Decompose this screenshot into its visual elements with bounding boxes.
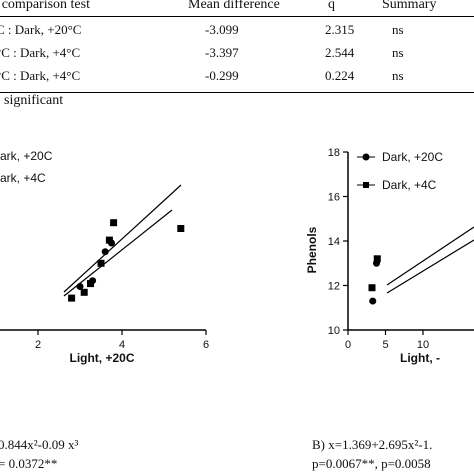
table-header-rule — [0, 16, 474, 17]
row-summary: ns — [392, 22, 404, 37]
data-point-circle — [369, 297, 377, 305]
x-tick-label: 2 — [35, 339, 41, 351]
table-header-q: q — [328, 0, 335, 12]
data-point-square — [80, 288, 88, 296]
data-point-square — [373, 255, 381, 263]
table-header-test: e comparison test — [0, 0, 90, 12]
data-point-square — [68, 294, 76, 302]
legend: ark, +20C ark, +4C — [0, 149, 53, 185]
x-axis-label: Light, +20C — [69, 351, 134, 365]
data-point-square — [368, 284, 376, 292]
comparison-table: e comparison test Mean difference q Summ… — [0, 0, 474, 110]
data-point-square — [105, 236, 113, 244]
regression-line-20c — [386, 226, 474, 286]
x-tick-label: 0 — [345, 339, 351, 351]
y-tick-label: 18 — [328, 147, 340, 159]
legend-label-4c: ark, +4C — [0, 171, 46, 185]
data-points — [68, 219, 185, 302]
x-axis-ticks: 2 4 6 — [35, 330, 209, 351]
equation-left-line1: 0.844x²-0.09 x³ — [0, 437, 79, 452]
row-q: 2.315 — [325, 22, 355, 37]
y-axis-label: Phenols — [305, 226, 319, 273]
data-point-square — [110, 219, 118, 227]
equation-left-line2: = 0.0372** — [0, 456, 58, 471]
row-mean-difference: -3.397 — [205, 45, 239, 60]
legend-label-4c: Dark, +4C — [382, 178, 437, 192]
row-summary: ns — [392, 68, 404, 83]
row-q: 0.224 — [325, 68, 355, 83]
x-tick-label: 10 — [417, 339, 429, 351]
x-axis-ticks: 0 5 10 — [345, 330, 429, 351]
y-tick-label: 14 — [328, 236, 340, 248]
table-header-summary: Summary — [382, 0, 437, 12]
data-point-circle — [101, 248, 109, 256]
legend: Dark, +20C Dark, +4C — [357, 150, 443, 192]
legend-label-20c: ark, +20C — [0, 149, 53, 163]
data-point-square — [177, 225, 185, 232]
table-footnote: significant — [4, 93, 64, 108]
equation-right-line1: B) x=1.369+2.695x²-1. — [312, 437, 433, 452]
regression-line-4c — [63, 209, 173, 297]
y-tick-label: 16 — [328, 192, 340, 204]
row-comparison: °C : Dark, +4°C — [0, 45, 81, 60]
regression-line-20c — [63, 184, 182, 293]
table-header-mean-difference: Mean difference — [188, 0, 280, 12]
y-axis-ticks: 10 12 14 16 18 — [328, 147, 348, 337]
row-q: 2.544 — [325, 45, 355, 60]
left-scatter-plot: 2 4 6 ark, +20C ark, +4C Light, +20C — [0, 149, 209, 365]
row-comparison: °C : Dark, +4°C — [0, 68, 81, 83]
data-point-circle — [76, 283, 84, 290]
x-axis-label: Light, - — [400, 351, 440, 365]
y-tick-label: 10 — [328, 325, 340, 337]
y-tick-label: 12 — [328, 281, 340, 293]
equation-right-line2: p=0.0067**, p=0.0058 — [312, 456, 431, 471]
table-bottom-rule — [0, 92, 474, 93]
data-point-square — [97, 259, 105, 267]
data-points — [368, 255, 381, 305]
x-tick-label: 6 — [203, 339, 209, 351]
right-scatter-plot: 10 12 14 16 18 0 5 10 Dark, +20C Dark, +4C Phe… — [305, 147, 474, 365]
regression-line-4c — [386, 239, 474, 294]
data-point-square — [87, 280, 94, 288]
x-tick-label: 4 — [119, 339, 125, 351]
legend-label-20c: Dark, +20C — [382, 150, 443, 164]
row-mean-difference: -0.299 — [205, 68, 239, 83]
row-comparison: C : Dark, +20°C — [0, 22, 82, 37]
row-summary: ns — [392, 45, 404, 60]
x-tick-label: 5 — [382, 339, 388, 351]
row-mean-difference: -3.099 — [205, 22, 239, 37]
